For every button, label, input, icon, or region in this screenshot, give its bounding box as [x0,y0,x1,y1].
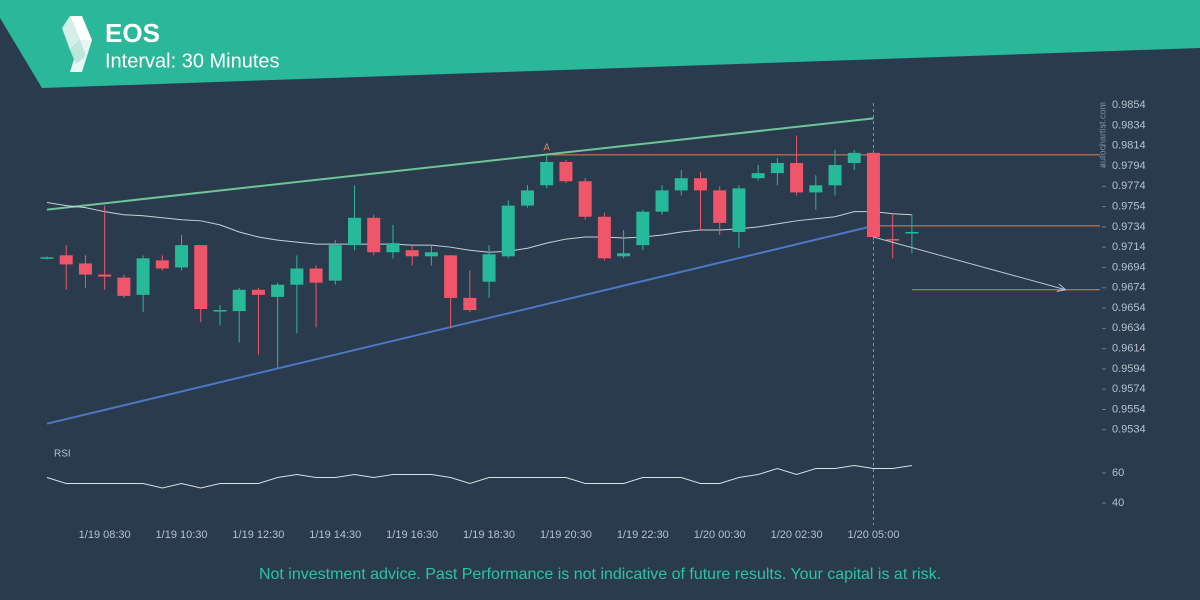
y-tick-label: 0.9854 [1112,99,1146,111]
x-tick-label: 1/19 16:30 [386,529,438,541]
logo-part [62,16,80,50]
candle-body [194,245,208,310]
candle-body [751,173,765,179]
y-tick-label: 0.9674 [1112,282,1146,294]
candle-body [136,258,150,295]
x-tick-label: 1/19 12:30 [232,529,284,541]
candle-body [847,152,861,163]
candle-body [521,190,534,206]
candle-body [175,245,189,268]
candle-body [444,255,458,298]
disclaimer: Not investment advice. Past Performance … [259,566,941,583]
candle-body [770,162,784,174]
candle-body [251,289,265,295]
candle-body [367,217,381,253]
candle-body [78,263,92,275]
candle-body [790,162,804,193]
candle-body [98,274,112,277]
panel-title: RSI [54,449,71,460]
x-tick-label: 1/20 00:30 [694,529,746,541]
forecast-line [873,236,1066,291]
y-tick-label: 0.9554 [1112,403,1146,415]
y-tick-label: 0.9774 [1112,180,1146,192]
y-tick-label: 40 [1112,497,1124,509]
candle-body [405,250,419,257]
rsi-line [46,464,912,489]
candle-body [713,190,727,223]
candle-body [674,178,688,191]
y-tick-label: 0.9814 [1112,140,1146,152]
candle-body [271,284,285,297]
y-tick-label: 0.9574 [1112,383,1146,395]
candle-body [213,310,227,312]
candle-body [155,260,169,269]
candle-body [117,277,131,296]
y-tick-label: 0.9534 [1112,424,1146,436]
y-tick-label: 0.9734 [1112,221,1146,233]
y-tick-label: 0.9754 [1112,201,1146,213]
candle-body [540,161,554,186]
y-tick-label: 0.9714 [1112,241,1146,253]
y-tick-label: 0.9694 [1112,261,1146,273]
logo-part [70,40,86,64]
header-title: EOS [105,18,160,48]
logo [62,16,92,72]
watermark: autochartist.com [1097,102,1107,168]
candle-body [809,185,823,193]
trend-line [46,117,874,211]
candle-body [578,181,592,217]
candle-body [348,217,362,246]
x-tick-label: 1/19 22:30 [617,529,669,541]
trend-line [46,224,874,425]
header-banner [0,0,1200,88]
x-tick-label: 1/19 10:30 [156,529,208,541]
candle-body [290,268,304,285]
candle-body [617,253,631,257]
candle-body [463,297,477,311]
header-subtitle: Interval: 30 Minutes [105,50,280,72]
y-tick-label: 0.9794 [1112,160,1146,172]
candle-body [309,268,323,283]
y-tick-label: 0.9654 [1112,302,1146,314]
candle-body [386,243,400,253]
candle-body [886,239,900,241]
candle-body [482,254,496,282]
x-tick-label: 1/19 20:30 [540,529,592,541]
candle-body [693,178,707,191]
candle-body [559,161,573,182]
logo-part [70,16,92,40]
candle-body [866,152,880,238]
candle-body [732,188,746,232]
forecast-arrowhead [1056,283,1067,292]
candle-body [232,289,246,312]
candle-body [655,190,669,212]
x-tick-label: 1/20 02:30 [771,529,823,541]
y-tick-label: 60 [1112,467,1124,479]
candle-body [597,216,611,259]
candle-body [40,257,54,259]
current-time-label: 1/20 05:00 [847,529,899,541]
candle-body [59,255,73,265]
y-tick-label: 0.9594 [1112,363,1146,375]
level-label: A [543,143,550,154]
candle-body [905,231,919,234]
candle-body [828,165,842,186]
candle-body [424,252,438,257]
x-tick-label: 1/19 08:30 [79,529,131,541]
y-tick-label: 0.9634 [1112,322,1146,334]
candle-body [501,205,515,257]
x-tick-label: 1/19 18:30 [463,529,515,541]
candle-body [328,245,342,281]
y-tick-label: 0.9614 [1112,343,1146,355]
candle-body [636,211,650,246]
y-tick-label: 0.9834 [1112,119,1146,131]
moving-average [46,202,912,253]
x-tick-label: 1/19 14:30 [309,529,361,541]
